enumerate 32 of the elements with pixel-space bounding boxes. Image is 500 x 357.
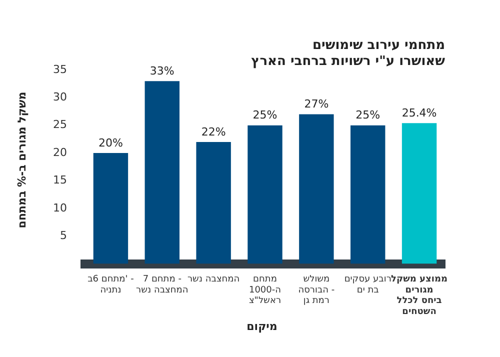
x-tick-label: ממוצע משקל מגורים ביחס לכלל השטחים [391, 274, 448, 317]
data-label: 25% [356, 108, 380, 122]
chart-title: מתחמי עירוב שימושים [312, 38, 445, 53]
bar [299, 114, 334, 264]
y-tick-label: 25 [52, 118, 67, 132]
y-tick-label: 10 [52, 201, 67, 214]
bar [248, 125, 282, 264]
y-tick-label: 20 [52, 146, 67, 159]
data-label: 27% [304, 98, 329, 111]
bar [196, 142, 231, 264]
x-tick-label: מתחם 6ב' - נתניה [88, 274, 134, 296]
y-axis-title: משקל מגורים ב-% במתחם [16, 92, 28, 228]
x-tick-label: מתחם ה-1000 ראשל"צ [248, 274, 282, 306]
bar [350, 125, 386, 264]
x-tick-label: מתחם 7 - המחצבה נשר [136, 274, 188, 296]
bar [402, 123, 437, 264]
y-tick-label: 30 [52, 90, 67, 104]
bar [93, 153, 128, 264]
x-axis-title: מיקום [246, 320, 278, 333]
x-tick-label: רובע עסקים בת ים [344, 274, 392, 296]
x-tick-label: משולש הבורסה - רמת גן [298, 274, 335, 306]
chart-subtitle: שאושרו ע"י רשויות ברחבי הארץ [251, 54, 445, 69]
data-label: 20% [98, 136, 123, 150]
y-tick-label: 15 [52, 174, 67, 187]
data-label: 33% [150, 64, 174, 78]
data-label: 22% [201, 125, 226, 138]
data-label: 25.4% [402, 106, 437, 120]
data-label: 25% [252, 108, 278, 122]
bar [144, 81, 180, 264]
x-tick-label: המחצבה נשר [187, 274, 240, 285]
y-tick-label: 5 [60, 228, 67, 242]
y-tick-label: 35 [52, 62, 67, 76]
